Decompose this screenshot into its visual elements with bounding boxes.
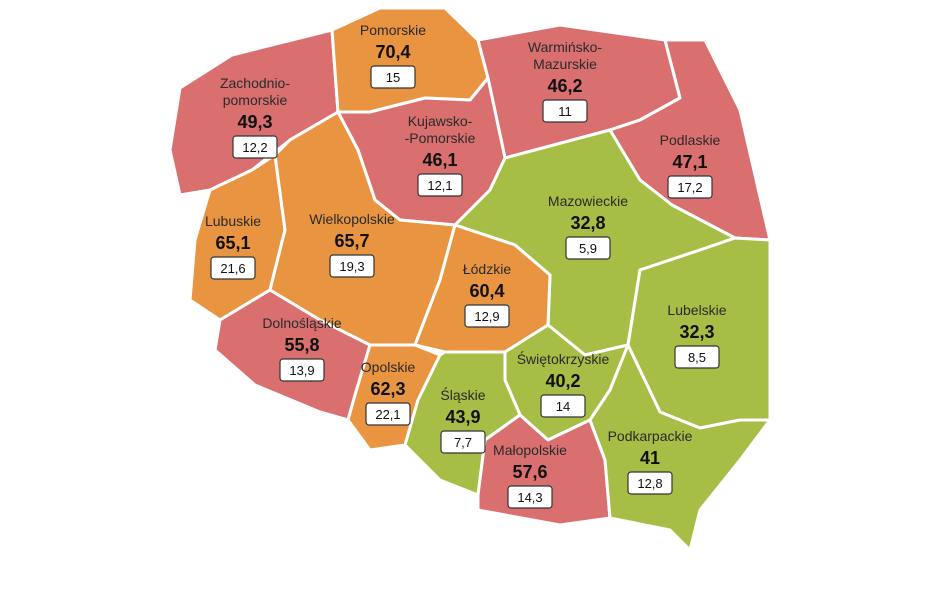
region-value-slaskie: 43,9: [445, 407, 480, 427]
region-box-podlaskie: [667, 175, 713, 199]
label-kujawsko: Kujawsko--Pomorskie 46,1 12,1: [405, 113, 476, 197]
region-box-podkarpackie: [627, 471, 673, 495]
region-box-value-dolnoslaskie: 13,9: [289, 363, 314, 378]
region-box-value-mazowieckie: 5,9: [579, 241, 597, 256]
region-name-warminsko: Warmińsko-: [528, 39, 602, 55]
region-value-malopolskie: 57,6: [512, 462, 547, 482]
region-value-podlaskie: 47,1: [672, 152, 707, 172]
label-malopolskie: Małopolskie 57,6 14,3: [493, 442, 567, 509]
region-box-value-opolskie: 22,1: [375, 407, 400, 422]
region-name-zachodniopomorskie: pomorskie: [223, 92, 288, 108]
label-wielkopolskie: Wielkopolskie 65,7 19,3: [309, 211, 395, 278]
label-dolnoslaskie: Dolnośląskie 55,8 13,9: [262, 315, 342, 382]
region-box-mazowieckie: [565, 236, 611, 260]
region-name-kujawsko: Kujawsko-: [408, 113, 473, 129]
region-box-pomorskie: [370, 65, 416, 89]
region-podkarpackie: [588, 343, 772, 552]
region-name-pomorskie: Pomorskie: [360, 22, 426, 38]
region-name-swietokrzyskie: Świętokrzyskie: [517, 350, 610, 367]
region-box-value-kujawsko: 12,1: [427, 178, 452, 193]
region-box-value-pomorskie: 15: [386, 70, 400, 85]
region-box-kujawsko: [417, 173, 463, 197]
label-slaskie: Śląskie 43,9 7,7: [440, 386, 486, 454]
region-box-value-podkarpackie: 12,8: [637, 476, 662, 491]
region-name-lodzkie: Łódzkie: [463, 261, 511, 277]
region-box-value-malopolskie: 14,3: [517, 490, 542, 505]
label-opolskie: Opolskie 62,3 22,1: [361, 359, 416, 426]
region-name-kujawsko: -Pomorskie: [405, 130, 476, 146]
region-box-value-wielkopolskie: 19,3: [339, 259, 364, 274]
region-value-lubuskie: 65,1: [215, 233, 250, 253]
label-lubuskie: Lubuskie 65,1 21,6: [205, 213, 261, 280]
region-box-value-zachodniopomorskie: 12,2: [242, 140, 267, 155]
region-box-value-podlaskie: 17,2: [677, 180, 702, 195]
label-zachodniopomorskie: Zachodnio-pomorskie 49,3 12,2: [220, 75, 290, 159]
region-box-wielkopolskie: [329, 254, 375, 278]
region-box-swietokrzyskie: [540, 394, 586, 418]
region-name-malopolskie: Małopolskie: [493, 442, 567, 458]
label-lodzkie: Łódzkie 60,4 12,9: [463, 261, 511, 328]
label-pomorskie: Pomorskie 70,4 15: [360, 22, 426, 89]
region-value-podkarpackie: 41: [640, 448, 660, 468]
region-box-value-slaskie: 7,7: [454, 435, 472, 450]
region-name-lubuskie: Lubuskie: [205, 213, 261, 229]
region-value-opolskie: 62,3: [370, 379, 405, 399]
region-box-lubuskie: [210, 256, 256, 280]
label-swietokrzyskie: Świętokrzyskie 40,2 14: [517, 350, 610, 418]
region-value-mazowieckie: 32,8: [570, 213, 605, 233]
region-name-zachodniopomorskie: Zachodnio-: [220, 75, 290, 91]
label-podkarpackie: Podkarpackie 41 12,8: [608, 428, 693, 495]
region-value-lubelskie: 32,3: [679, 322, 714, 342]
region-value-dolnoslaskie: 55,8: [284, 335, 319, 355]
region-value-zachodniopomorskie: 49,3: [237, 112, 272, 132]
region-box-value-lubuskie: 21,6: [220, 261, 245, 276]
region-box-warminsko: [542, 99, 588, 123]
region-name-podlaskie: Podlaskie: [660, 132, 721, 148]
label-lubelskie: Lubelskie 32,3 8,5: [667, 302, 727, 369]
region-name-mazowieckie: Mazowieckie: [548, 193, 628, 209]
region-name-warminsko: Mazurskie: [533, 56, 597, 72]
region-box-value-warminsko: 11: [558, 104, 572, 119]
label-mazowieckie: Mazowieckie 32,8 5,9: [548, 193, 628, 260]
region-name-lubelskie: Lubelskie: [667, 302, 726, 318]
region-value-warminsko: 46,2: [547, 76, 582, 96]
region-name-slaskie: Śląskie: [440, 386, 485, 403]
region-box-value-swietokrzyskie: 14: [556, 399, 570, 414]
region-name-opolskie: Opolskie: [361, 359, 416, 375]
region-name-dolnoslaskie: Dolnośląskie: [262, 315, 342, 331]
region-box-dolnoslaskie: [279, 358, 325, 382]
region-value-lodzkie: 60,4: [469, 281, 504, 301]
region-box-lubelskie: [674, 345, 720, 369]
region-box-zachodniopomorskie: [232, 135, 278, 159]
region-value-pomorskie: 70,4: [375, 42, 410, 62]
region-box-slaskie: [440, 430, 486, 454]
label-podlaskie: Podlaskie 47,1 17,2: [660, 132, 721, 199]
region-name-podkarpackie: Podkarpackie: [608, 428, 693, 444]
label-warminsko: Warmińsko-Mazurskie 46,2 11: [528, 39, 602, 123]
region-box-value-lodzkie: 12,9: [474, 309, 499, 324]
region-box-value-lubelskie: 8,5: [688, 350, 706, 365]
region-value-swietokrzyskie: 40,2: [545, 371, 580, 391]
region-value-wielkopolskie: 65,7: [334, 231, 369, 251]
region-box-malopolskie: [507, 485, 553, 509]
region-name-wielkopolskie: Wielkopolskie: [309, 211, 395, 227]
region-box-opolskie: [365, 402, 411, 426]
region-value-kujawsko: 46,1: [422, 150, 457, 170]
region-box-lodzkie: [464, 304, 510, 328]
